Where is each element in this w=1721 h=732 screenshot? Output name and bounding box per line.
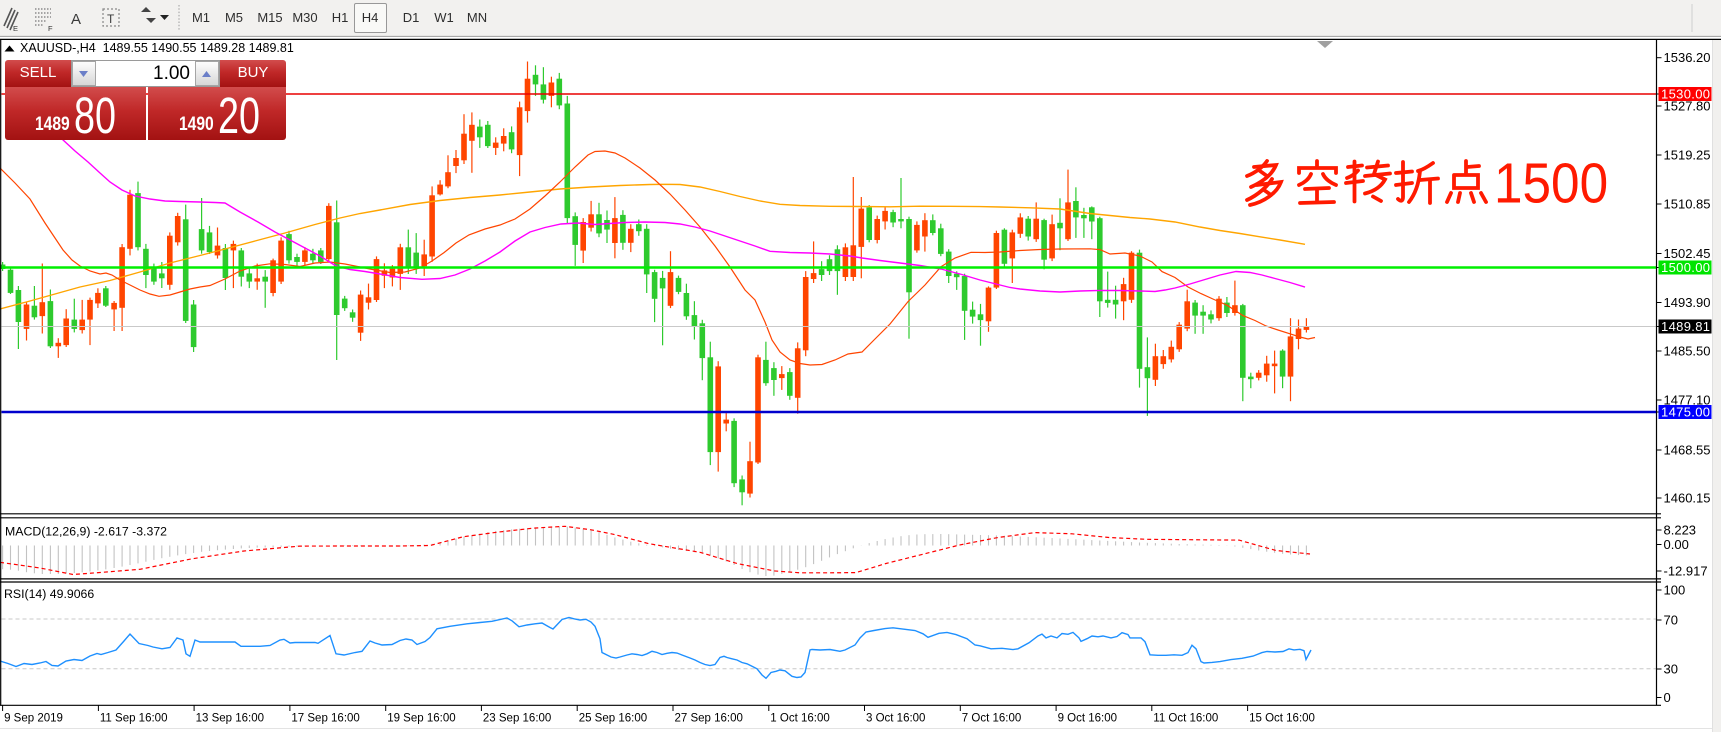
svg-text:15 Oct 16:00: 15 Oct 16:00 [1249, 713, 1315, 725]
svg-text:23 Sep 16:00: 23 Sep 16:00 [483, 713, 551, 725]
svg-text:XAUUSD-,H4 1489.55 1490.55 14: XAUUSD-,H4 1489.55 1490.55 1489.28 1489.… [20, 41, 294, 55]
svg-text:1500.00: 1500.00 [1661, 260, 1710, 275]
svg-text:E: E [13, 24, 18, 33]
svg-text:1527.80: 1527.80 [1664, 99, 1711, 114]
svg-text:27 Sep 16:00: 27 Sep 16:00 [675, 713, 743, 725]
svg-text:13 Sep 16:00: 13 Sep 16:00 [196, 713, 264, 725]
svg-text:17 Sep 16:00: 17 Sep 16:00 [291, 713, 359, 725]
svg-text:-12.917: -12.917 [1664, 564, 1708, 579]
svg-text:1510.85: 1510.85 [1664, 197, 1711, 212]
svg-text:11 Sep 16:00: 11 Sep 16:00 [100, 713, 168, 725]
svg-text:3 Oct 16:00: 3 Oct 16:00 [866, 713, 925, 725]
svg-text:9 Sep 2019: 9 Sep 2019 [4, 713, 63, 725]
svg-text:7 Oct 16:00: 7 Oct 16:00 [962, 713, 1021, 725]
svg-text:1500: 1500 [1494, 152, 1608, 215]
svg-text:1477.10: 1477.10 [1664, 393, 1711, 408]
svg-text:70: 70 [1664, 613, 1678, 628]
svg-text:1485.50: 1485.50 [1664, 344, 1711, 359]
svg-text:19 Sep 16:00: 19 Sep 16:00 [387, 713, 455, 725]
svg-text:30: 30 [1664, 662, 1678, 677]
svg-text:1493.90: 1493.90 [1664, 295, 1711, 310]
svg-text:1475.00: 1475.00 [1661, 405, 1710, 420]
svg-text:11 Oct 16:00: 11 Oct 16:00 [1153, 713, 1218, 725]
svg-text:8.223: 8.223 [1664, 523, 1697, 538]
svg-text:1 Oct 16:00: 1 Oct 16:00 [770, 713, 829, 725]
svg-text:0: 0 [1664, 690, 1671, 705]
svg-text:MACD(12,26,9) -2.617 -3.372: MACD(12,26,9) -2.617 -3.372 [5, 525, 167, 539]
svg-text:A: A [71, 11, 81, 28]
svg-text:F: F [48, 24, 53, 33]
svg-text:1489.81: 1489.81 [1661, 319, 1710, 334]
svg-text:0.00: 0.00 [1664, 537, 1689, 552]
svg-text:25 Sep 16:00: 25 Sep 16:00 [579, 713, 647, 725]
svg-text:1536.20: 1536.20 [1664, 50, 1711, 65]
svg-text:1502.45: 1502.45 [1664, 246, 1711, 261]
svg-text:T: T [107, 12, 115, 26]
svg-text:RSI(14) 49.9066: RSI(14) 49.9066 [4, 587, 94, 601]
svg-text:1460.15: 1460.15 [1664, 491, 1711, 506]
svg-text:100: 100 [1664, 583, 1686, 598]
svg-text:9 Oct 16:00: 9 Oct 16:00 [1058, 713, 1117, 725]
svg-text:1468.55: 1468.55 [1664, 443, 1711, 458]
svg-text:1519.25: 1519.25 [1664, 148, 1711, 163]
svg-text:1530.00: 1530.00 [1661, 87, 1710, 102]
